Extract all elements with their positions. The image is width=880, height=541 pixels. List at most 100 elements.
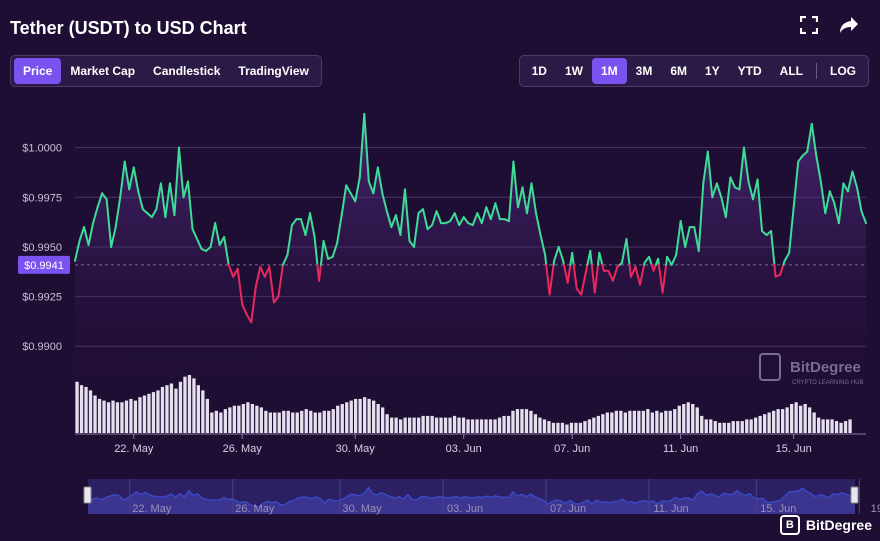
price-line-segment <box>580 271 587 296</box>
volume-bar <box>731 421 735 433</box>
volume-bar <box>803 404 807 433</box>
range-all[interactable]: ALL <box>779 64 803 78</box>
range-1d[interactable]: 1D <box>531 64 547 78</box>
volume-bar <box>313 412 317 433</box>
tab-candlestick[interactable]: Candlestick <box>153 64 221 78</box>
range-1m[interactable]: 1M <box>591 58 627 84</box>
price-line-segment <box>562 263 569 284</box>
price-line-segment <box>851 170 858 189</box>
price-line-segment <box>227 263 235 278</box>
volume-bar <box>808 407 812 433</box>
log-scale-toggle[interactable]: LOG <box>830 64 856 78</box>
price-line-segment <box>747 180 754 201</box>
volume-bar <box>542 419 547 433</box>
price-line-segment <box>476 212 483 225</box>
volume-bar <box>219 412 223 433</box>
fullscreen-icon[interactable] <box>798 15 820 38</box>
price-line-segment <box>164 182 171 219</box>
volume-bar <box>754 417 758 433</box>
volume-bar <box>448 417 452 433</box>
volume-bar <box>682 404 686 433</box>
volume-bar <box>97 398 102 433</box>
volume-bar <box>300 410 304 433</box>
navigator-handle-right[interactable] <box>850 486 859 504</box>
range-1y[interactable]: 1Y <box>704 64 720 78</box>
price-line-segment <box>390 214 397 229</box>
volume-bar <box>277 412 281 433</box>
price-line-segment <box>797 154 804 163</box>
price-line-segment <box>168 182 176 217</box>
price-chart[interactable]: $0.9900 $0.9925 $0.9950 $0.9975 $1.0000 $0.99… <box>0 96 880 541</box>
volume-bar <box>668 410 672 433</box>
range-ytd[interactable]: YTD <box>737 64 762 78</box>
tab-market-cap[interactable]: Market Cap <box>70 64 136 78</box>
y-tick-label: $0.9900 <box>22 341 62 353</box>
price-line-segment <box>494 202 501 221</box>
price-line-segment <box>783 251 791 262</box>
price-line-segment <box>530 182 538 215</box>
price-line-segment <box>318 263 322 282</box>
price-line-segment <box>598 251 604 266</box>
range-1w[interactable]: 1W <box>564 64 583 78</box>
volume-bar <box>610 412 614 433</box>
price-line-segment <box>553 245 560 262</box>
volume-bar <box>327 410 331 433</box>
price-line-segment <box>376 166 384 195</box>
price-line-segment <box>628 263 632 278</box>
price-line-segment <box>773 263 777 278</box>
price-line-segment <box>539 234 547 256</box>
volume-bar <box>115 402 120 433</box>
price-line-segment <box>462 216 470 225</box>
price-line-segment <box>114 196 122 229</box>
volume-bar <box>93 395 97 433</box>
price-line-segment <box>119 160 126 199</box>
tab-tradingview[interactable]: TradingView <box>238 64 309 78</box>
volume-bar <box>426 415 430 433</box>
volume-bar <box>781 409 785 433</box>
volume-bar <box>799 405 803 433</box>
volume-bar <box>376 404 380 433</box>
price-line-segment <box>702 150 709 185</box>
volume-bar <box>646 409 650 433</box>
navigator-handle-left[interactable] <box>83 486 92 504</box>
price-line-segment <box>679 220 687 248</box>
volume-bar <box>412 417 416 433</box>
volume-bar <box>84 386 88 433</box>
volume-bar <box>457 417 461 433</box>
share-icon[interactable] <box>838 16 860 38</box>
price-line-segment <box>435 210 443 225</box>
tab-price[interactable]: Price <box>14 58 62 84</box>
price-line-segment <box>345 184 352 195</box>
volume-bar <box>479 419 484 433</box>
price-line-segment <box>471 212 479 227</box>
volume-bar <box>614 410 618 433</box>
volume-bar <box>520 409 524 433</box>
volume-bar <box>358 398 362 433</box>
range-6m[interactable]: 6M <box>670 64 687 78</box>
volume-bar <box>641 410 645 433</box>
volume-bar <box>354 398 358 433</box>
volume-bar <box>587 419 592 433</box>
volume-bar <box>246 402 250 433</box>
footer-logo: B BitDegree <box>779 515 872 535</box>
price-line-segment <box>277 263 284 298</box>
price-line-segment <box>105 198 113 248</box>
volume-bar <box>677 405 681 433</box>
volume-bar <box>772 410 776 433</box>
watermark-name: BitDegree <box>790 359 861 376</box>
volume-bar <box>632 410 636 433</box>
price-line-segment <box>78 226 86 242</box>
baseline-label: $0.9941 <box>24 260 64 272</box>
price-line-segment <box>268 265 275 304</box>
price-line-segment <box>399 188 406 237</box>
price-line-segment <box>842 182 849 193</box>
volume-bar <box>686 402 690 433</box>
volume-bar <box>295 412 299 433</box>
x-tick-label: 22. May <box>114 443 154 455</box>
price-line-segment <box>806 122 813 153</box>
range-3m[interactable]: 3M <box>635 64 653 78</box>
volume-bar <box>547 421 551 433</box>
price-line-segment <box>241 303 248 316</box>
price-line-segment <box>367 180 375 195</box>
volume-bar <box>408 417 412 433</box>
